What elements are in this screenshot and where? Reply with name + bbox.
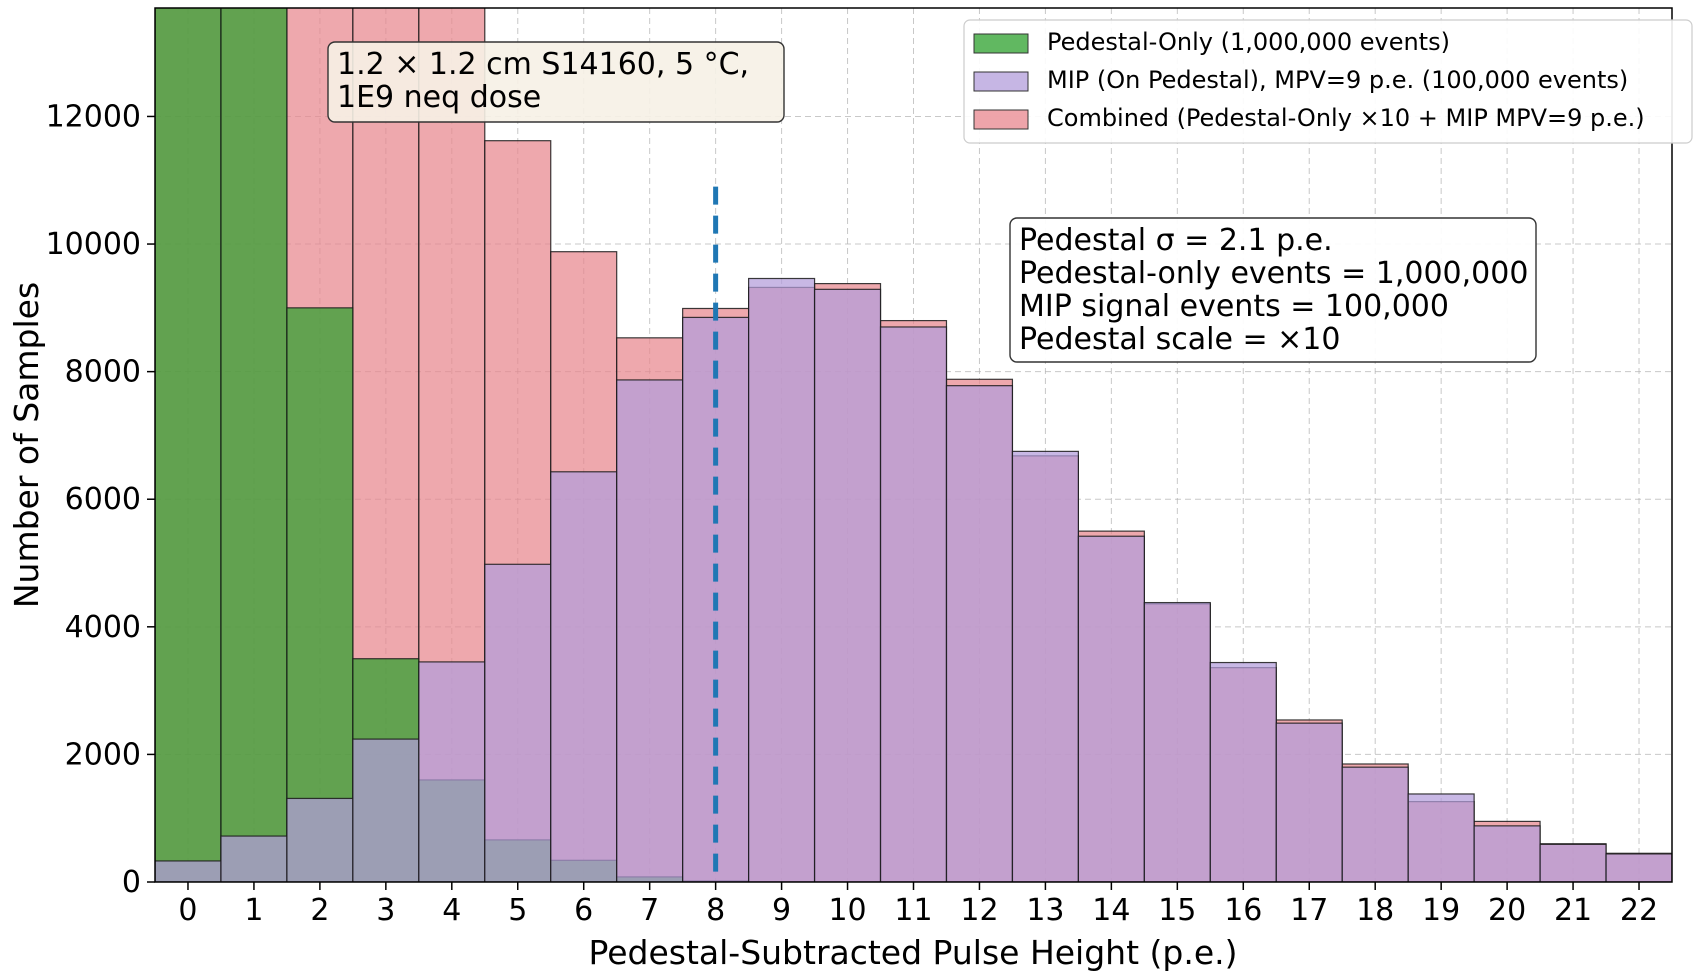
x-tick-label: 16: [1224, 893, 1262, 928]
x-tick-label: 17: [1290, 893, 1328, 928]
x-tick-label: 3: [376, 893, 395, 928]
x-tick-label: 19: [1422, 893, 1460, 928]
bar-mip: [352, 738, 420, 882]
stats-annotation: Pedestal σ = 2.1 p.e. Pedestal-only even…: [1009, 217, 1537, 363]
x-tick-label: 14: [1092, 893, 1130, 928]
axis-ticks: 0 1 2 3 4 5 6 7 8 9 10 11 12 13 14 15 16 17 18 19 20 21 220200…: [46, 99, 1659, 928]
x-tick-label: 8: [706, 893, 725, 928]
legend-label-pedestal-only: Pedestal-Only (1,000,000 events): [1047, 28, 1450, 56]
x-tick-label: 2: [310, 893, 329, 928]
legend: Pedestal-Only (1,000,000 events) MIP (On…: [963, 19, 1693, 144]
detector-annotation: 1.2 × 1.2 cm S14160, 5 °C, 1E9 neq dose: [327, 41, 785, 123]
legend-label-mip: MIP (On Pedestal), MPV=9 p.e. (100,000 e…: [1047, 66, 1628, 94]
bar-mip: [1473, 825, 1541, 882]
stats-line-mip-events: MIP signal events = 100,000: [1019, 289, 1449, 324]
bar-mip: [1209, 661, 1277, 882]
x-tick-label: 21: [1554, 893, 1592, 928]
bar-mip: [1341, 766, 1409, 882]
bar-mip: [1275, 722, 1343, 882]
y-axis-title: Number of Samples: [7, 282, 46, 608]
x-tick-label: 5: [508, 893, 527, 928]
legend-label-combined: Combined (Pedestal-Only ×10 + MIP MPV=9 …: [1047, 104, 1645, 132]
bar-mip: [550, 471, 618, 882]
bar-pedestal-only: [220, 8, 288, 882]
bar-mip: [813, 288, 882, 882]
bar-mip: [1077, 535, 1145, 882]
bar-mip: [1011, 450, 1079, 882]
x-tick-label: 20: [1488, 893, 1526, 928]
x-tick-label: 18: [1356, 893, 1394, 928]
x-tick-label: 7: [640, 893, 659, 928]
bar-mip: [1143, 601, 1211, 882]
stats-line-sigma: Pedestal σ = 2.1 p.e.: [1019, 223, 1333, 258]
bars: [155, 8, 1672, 882]
bar-mip: [220, 835, 288, 882]
x-tick-label: 4: [442, 893, 461, 928]
bar-mip: [155, 860, 222, 882]
y-tick-label: 4000: [65, 610, 141, 645]
bar-mip: [1605, 853, 1672, 882]
x-tick-label: 11: [894, 893, 932, 928]
stats-line-scale: Pedestal scale = ×10: [1019, 322, 1340, 357]
bar-mip: [748, 277, 816, 882]
bar-mip: [1407, 793, 1475, 882]
legend-swatch-combined: [973, 109, 1029, 130]
x-tick-label: 22: [1620, 893, 1658, 928]
y-tick-label: 12000: [46, 99, 141, 134]
detector-annotation-line-1: 1.2 × 1.2 cm S14160, 5 °C,: [337, 47, 749, 82]
detector-annotation-line-2: 1E9 neq dose: [337, 80, 541, 115]
x-tick-label: 1: [244, 893, 263, 928]
bar-pedestal-only: [286, 307, 354, 882]
x-tick-label: 0: [178, 893, 197, 928]
y-tick-label: 2000: [65, 737, 141, 772]
x-tick-label: 12: [960, 893, 998, 928]
bar-mip: [1539, 843, 1607, 882]
detector-annotation-box: [327, 41, 785, 123]
legend-box: [963, 19, 1693, 144]
stats-line-pedestal-events: Pedestal-only events = 1,000,000: [1019, 256, 1528, 291]
x-axis-title: Pedestal-Subtracted Pulse Height (p.e.): [588, 933, 1237, 972]
bar-mip: [879, 326, 948, 882]
bar-mip: [286, 797, 354, 882]
y-tick-label: 10000: [46, 227, 141, 262]
legend-swatch-mip: [973, 71, 1029, 92]
x-tick-label: 6: [574, 893, 593, 928]
stats-annotation-box: [1009, 217, 1537, 363]
x-tick-label: 9: [772, 893, 791, 928]
y-tick-label: 6000: [65, 482, 141, 517]
bar-mip: [418, 661, 486, 882]
x-tick-label: 15: [1158, 893, 1196, 928]
bar-mip: [616, 379, 684, 882]
y-tick-label: 8000: [65, 355, 141, 390]
x-tick-label: 10: [828, 893, 866, 928]
y-tick-label: 0: [122, 865, 141, 900]
legend-swatch-pedestal-only: [973, 33, 1029, 54]
bar-pedestal-only: [155, 8, 222, 882]
bar-mip: [945, 385, 1014, 882]
bar-mip: [484, 563, 552, 882]
x-tick-label: 13: [1026, 893, 1064, 928]
